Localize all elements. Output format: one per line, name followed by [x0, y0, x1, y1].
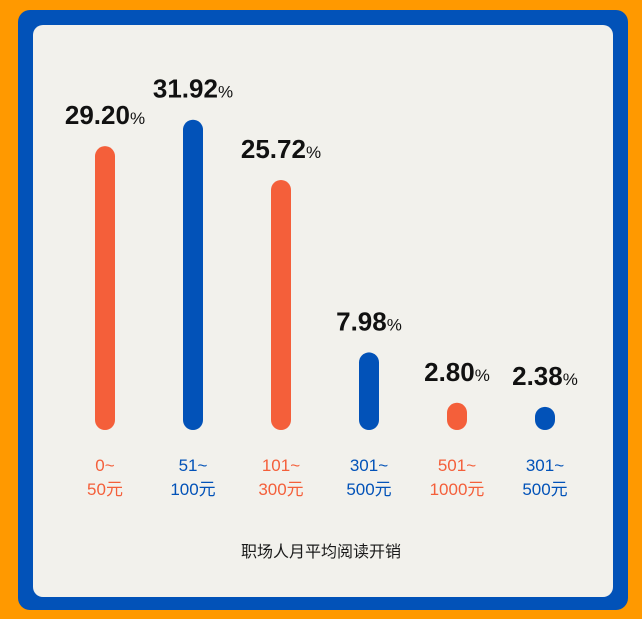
- data-label: 29.20%: [65, 100, 145, 130]
- bar: [535, 406, 555, 430]
- category-label: 301~: [350, 456, 388, 475]
- data-label: 2.38%: [512, 361, 578, 391]
- category-label: 301~: [526, 456, 564, 475]
- category-label: 501~: [438, 456, 476, 475]
- bar: [359, 352, 379, 430]
- category-label: 500元: [346, 480, 391, 499]
- bar: [183, 119, 203, 430]
- bar: [271, 180, 291, 430]
- category-label: 51~: [179, 456, 208, 475]
- category-label: 50元: [87, 480, 123, 499]
- category-label: 0~: [95, 456, 114, 475]
- data-label: 25.72%: [241, 134, 321, 164]
- category-label: 500元: [522, 480, 567, 499]
- bar: [447, 402, 467, 430]
- data-label: 2.80%: [424, 357, 490, 387]
- category-label: 1000元: [430, 480, 485, 499]
- data-label: 31.92%: [153, 74, 233, 104]
- category-label: 101~: [262, 456, 300, 475]
- category-label: 300元: [258, 480, 303, 499]
- data-label: 7.98%: [336, 306, 402, 336]
- bar: [95, 146, 115, 430]
- chart-panel: [33, 25, 613, 597]
- category-label: 100元: [170, 480, 215, 499]
- chart-title: 职场人月平均阅读开销: [240, 544, 401, 561]
